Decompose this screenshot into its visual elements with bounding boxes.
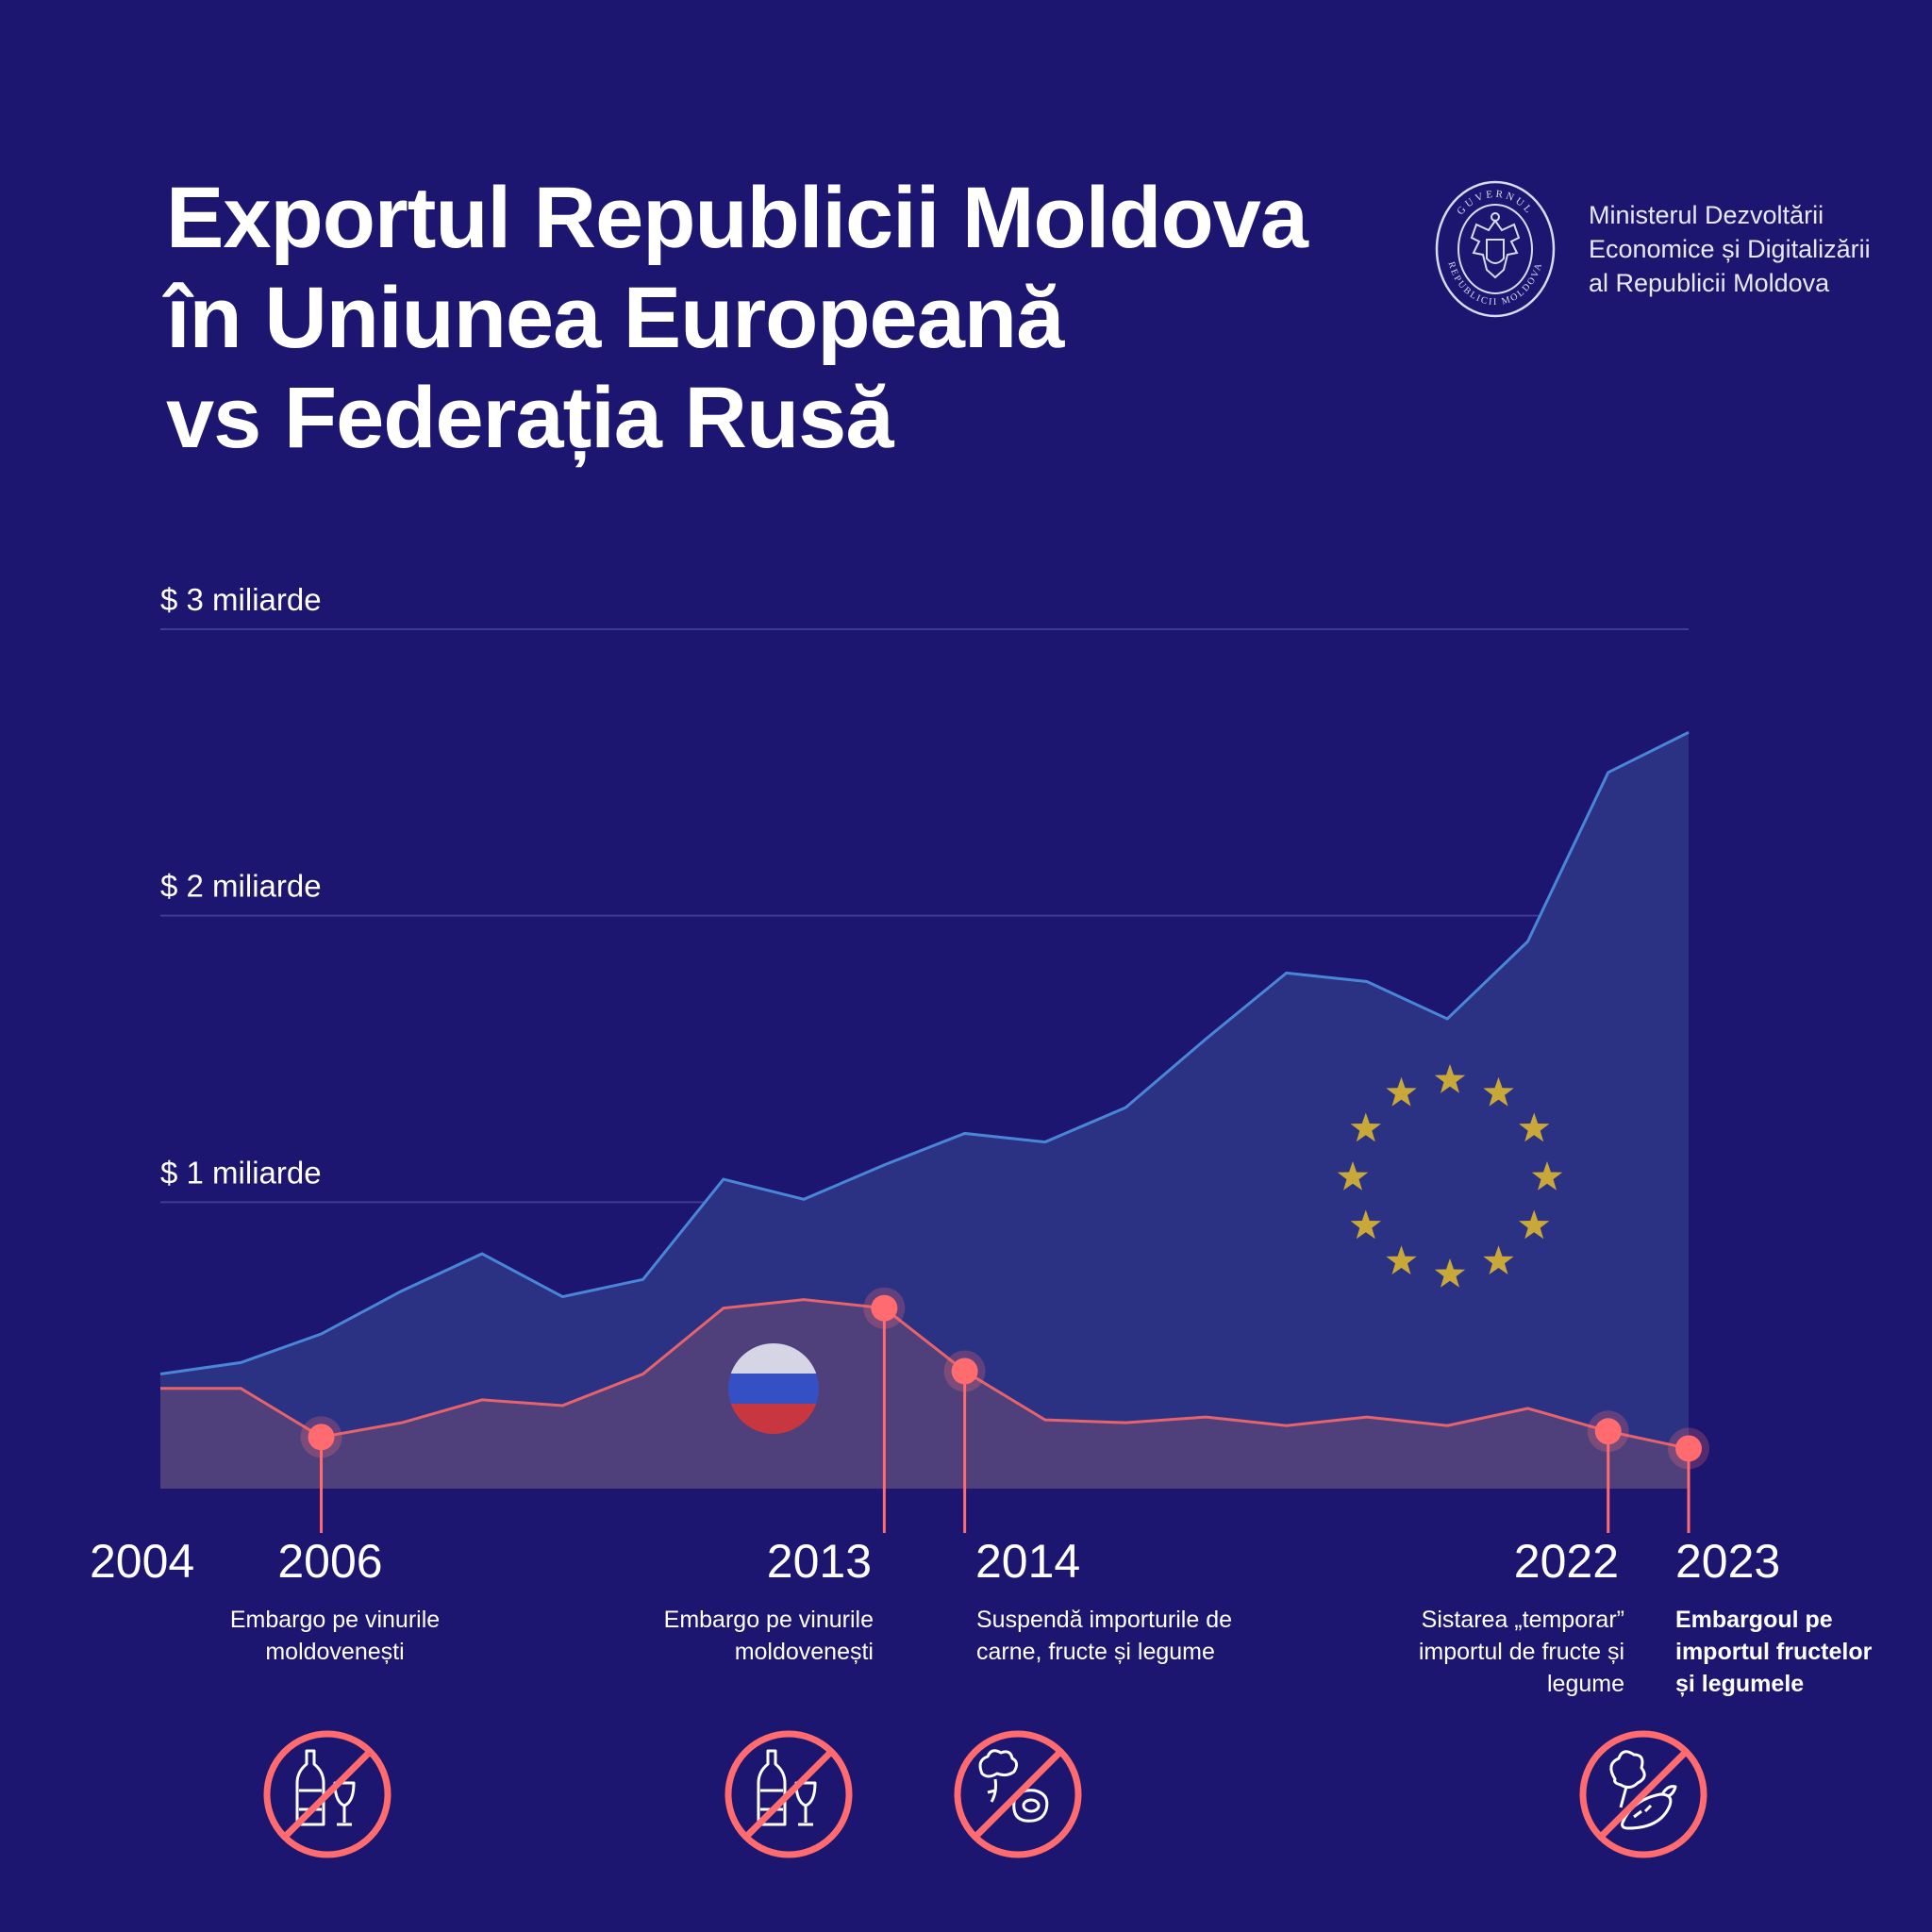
event-caption: Embargo pe vinurile moldovenești (594, 1604, 874, 1668)
eu-star (1386, 1245, 1417, 1274)
no-wine-icon (261, 1728, 393, 1860)
event-caption-line: moldovenești (734, 1639, 874, 1665)
russia-line (160, 1298, 1690, 1450)
x-axis-start-label: 2004 (90, 1535, 194, 1588)
eu-star (1434, 1064, 1466, 1093)
event-year-label: 2023 (1675, 1535, 1780, 1588)
event-caption-line: Embargo pe vinurile (663, 1607, 874, 1633)
eu-star (1483, 1076, 1514, 1107)
eu-star (1386, 1076, 1417, 1107)
russia-area (160, 1299, 1689, 1489)
event-marker (1594, 1418, 1622, 1445)
eu-star (1434, 1258, 1466, 1288)
event-caption-line: Embargoul pe (1675, 1607, 1833, 1633)
ministry-line-1: Ministerul Dezvoltării (1589, 201, 1824, 229)
event-marker (308, 1424, 335, 1451)
title-line-3: vs Federația Rusă (166, 370, 893, 466)
event-caption-line: importul fructelor (1675, 1639, 1873, 1665)
event-marker (951, 1357, 978, 1385)
event-year-label: 2022 (1514, 1535, 1619, 1588)
eu-line (159, 730, 1690, 1376)
event-caption: Embargo pe vinurile moldovenești (193, 1604, 476, 1668)
event-caption-line: moldovenești (265, 1639, 405, 1665)
event-caption-line: importul de fructe și (1418, 1639, 1624, 1665)
flag-stripe-blue (728, 1374, 819, 1404)
no-vegetables-icon (1577, 1728, 1709, 1860)
ministry-line-3: al Republicii Moldova (1589, 269, 1830, 297)
ministry-logo: GUVERNUL REPUBLICII MOLDOVA Ministerul D… (1434, 179, 1871, 319)
event-caption: Suspendă importurile de carne, fructe și … (976, 1604, 1335, 1668)
title-line-1: Exportul Republicii Moldova (166, 170, 1308, 266)
event-year-label: 2013 (767, 1535, 872, 1588)
event-caption-line: Suspendă importurile de (976, 1607, 1232, 1633)
eu-area (160, 732, 1689, 1489)
y-tick-label: $ 1 miliarde (160, 1155, 322, 1190)
event-year-label: 2006 (277, 1535, 382, 1588)
government-seal-icon: GUVERNUL REPUBLICII MOLDOVA (1435, 180, 1556, 318)
event-caption-line: legume (1547, 1671, 1624, 1697)
event-caption-line: Embargo pe vinurile (229, 1607, 441, 1633)
russia-flag-icon (728, 1343, 819, 1434)
ministry-line-2: Economice și Digitalizării (1589, 235, 1871, 263)
title-line-2: în Uniunea Europeană (166, 270, 1064, 366)
page-title: Exportul Republicii Moldova în Uniunea E… (166, 168, 1308, 468)
no-wine-icon (723, 1728, 855, 1860)
event-marker (871, 1294, 898, 1322)
event-caption: Sistarea „temporar” importul de fructe și… (1340, 1604, 1624, 1700)
event-caption-line: și legumele (1675, 1671, 1805, 1697)
y-tick-label: $ 3 miliarde (160, 582, 322, 617)
ministry-name: Ministerul Dezvoltării Economice și Digi… (1589, 198, 1871, 300)
event-caption-line: carne, fructe și legume (976, 1639, 1215, 1665)
event-caption: Embargoul pe importul fructelor și legumel… (1675, 1604, 1921, 1700)
eu-star (1519, 1112, 1550, 1142)
eu-star (1483, 1245, 1514, 1274)
no-meat-vegetables-icon (952, 1728, 1084, 1860)
eu-star (1350, 1209, 1381, 1240)
event-marker (1675, 1435, 1702, 1462)
eu-star (1350, 1112, 1381, 1142)
event-year-label: 2014 (975, 1535, 1080, 1588)
y-tick-label: $ 2 miliarde (160, 869, 322, 904)
eu-star (1531, 1161, 1563, 1191)
event-caption-line: Sistarea „temporar” (1421, 1607, 1624, 1633)
eu-star (1337, 1161, 1369, 1191)
eu-flag-icon (1337, 1064, 1563, 1288)
eu-star (1519, 1209, 1550, 1240)
